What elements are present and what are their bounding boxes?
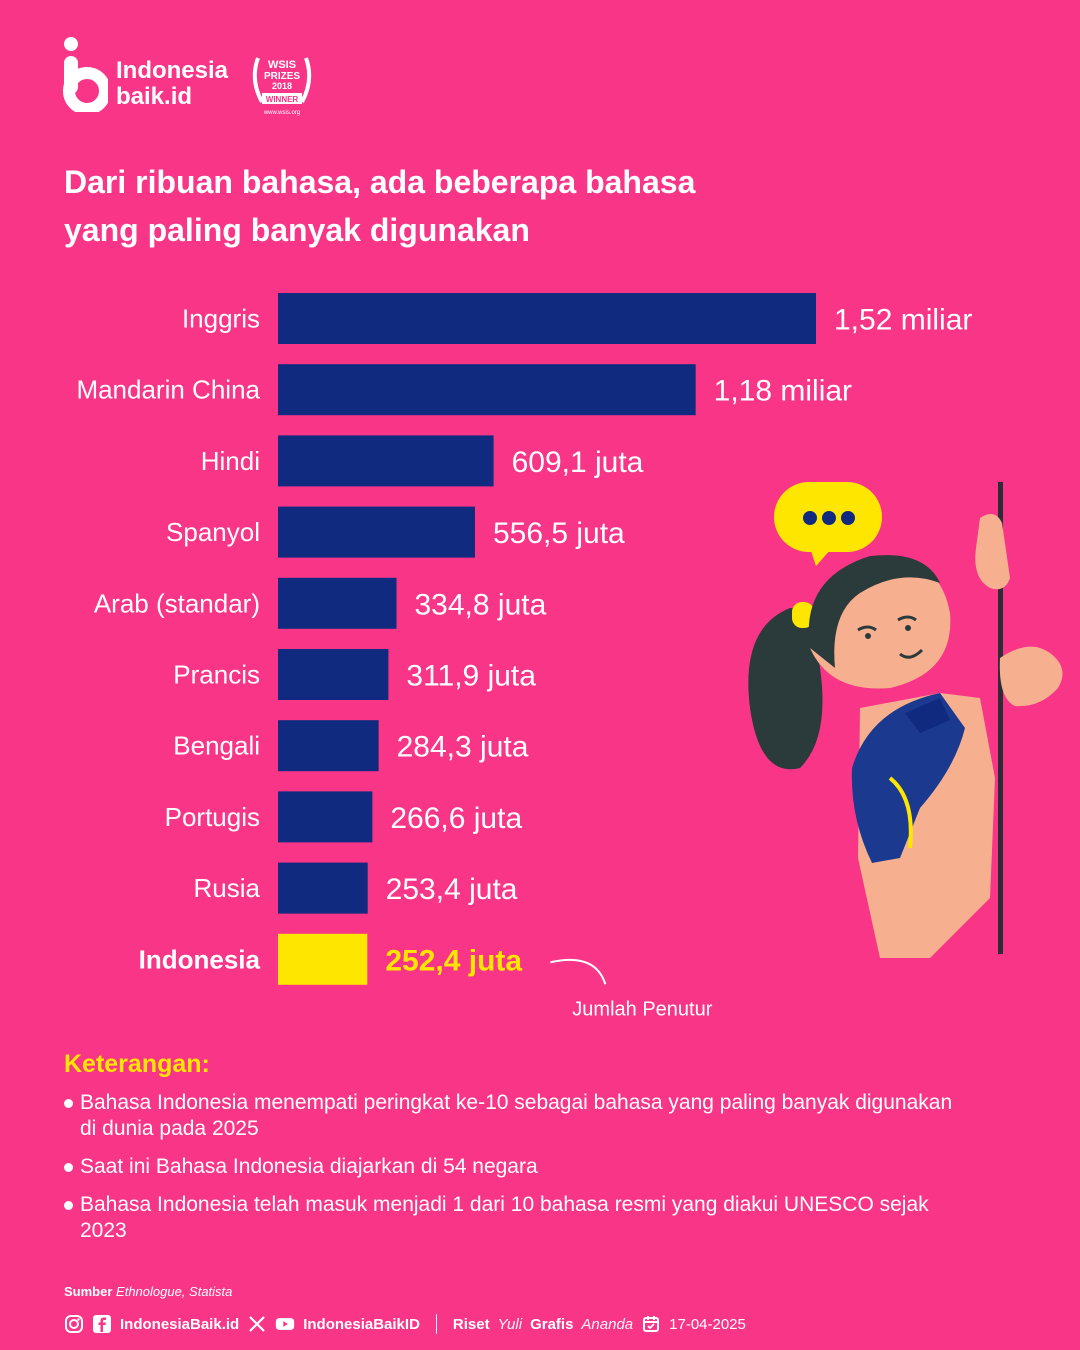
footer-handle-2[interactable]: IndonesiaBaikID [303,1315,420,1333]
pole [998,482,1003,954]
brand-name: Indonesia baik.id [116,58,228,110]
bullet-icon [64,1099,73,1108]
bar-portugis [278,791,373,843]
footer-handle-1[interactable]: IndonesiaBaik.id [120,1315,240,1333]
category-label: Mandarin China [76,375,260,405]
bar-bengali [278,720,379,772]
wsis-award-badge: WSIS PRIZES 2018 WINNER www.wsis.org [252,57,312,116]
youtube-icon[interactable] [275,1314,295,1334]
value-label: 266,6 juta [390,802,522,835]
award-line2: PRIZES [264,71,300,82]
award-line3: 2018 [272,81,292,91]
grafis-name: Ananda [581,1315,634,1333]
bar-hindi [278,435,494,487]
instagram-icon[interactable] [64,1314,84,1334]
bullet-icon [64,1163,73,1172]
bar-chart: Inggris 1,52 miliar Mandarin China 1,18 mil… [76,293,972,1020]
note-item: Bahasa Indonesia telah masuk menjadi 1 d… [64,1192,964,1244]
value-label: 252,4 juta [385,944,522,977]
page-title: Dari ribuan bahasa, ada beberapa bahasa … [64,158,824,254]
bullet-icon [64,1201,73,1210]
title-line2: yang paling banyak digunakan [64,212,530,248]
brand-name-line2: baik.id [116,83,193,110]
x-icon[interactable] [247,1314,267,1334]
annotation-label: Jumlah Penutur [572,998,712,1020]
note-text: Saat ini Bahasa Indonesia diajarkan di 5… [80,1155,538,1178]
notes-list: Bahasa Indonesia menempati peringkat ke-… [64,1090,964,1256]
category-label: Arab (standar) [94,588,260,618]
category-label: Indonesia [139,944,261,974]
category-label: Rusia [194,873,261,903]
value-label: 311,9 juta [406,660,536,693]
facebook-icon[interactable] [92,1314,112,1334]
note-text: Bahasa Indonesia telah masuk menjadi 1 d… [80,1193,929,1242]
indonesiabaik-logo-mark [63,37,108,112]
title-line1: Dari ribuan bahasa, ada beberapa bahasa [64,164,696,200]
note-item: Saat ini Bahasa Indonesia diajarkan di 5… [64,1154,964,1180]
notes-title: Keterangan: [64,1050,210,1078]
speech-bubble-icon [774,482,882,566]
value-label: 609,1 juta [512,446,644,479]
source-label: Sumber [64,1284,113,1299]
category-label: Hindi [201,446,260,476]
bar-spanyol [278,506,475,558]
footer: IndonesiaBaik.id IndonesiaBaikID Riset Y… [64,1312,746,1336]
riset-label: Riset [452,1315,490,1333]
award-line1: WSIS [268,59,296,71]
category-label: Prancis [173,660,260,690]
calendar-icon [641,1314,661,1334]
bar-rusia [278,862,368,914]
category-label: Portugis [165,802,260,832]
bar-arab-standar [278,577,397,629]
bar-inggris [278,293,816,344]
footer-divider [435,1314,437,1334]
value-label: 1,52 miliar [834,304,972,337]
category-label: Inggris [182,304,260,334]
girl-peeking-illustration [748,482,1063,958]
riset-name: Yuli [497,1315,523,1333]
source-value: Ethnologue, Statista [116,1284,233,1299]
note-item: Bahasa Indonesia menempati peringkat ke-… [64,1090,964,1142]
award-line4: WINNER [266,95,299,104]
category-label: Spanyol [166,517,260,547]
footer-date: 17-04-2025 [669,1315,746,1333]
bar-mandarin-china [278,364,696,416]
source-line: Sumber Ethnologue, Statista [64,1284,232,1299]
value-label: 253,4 juta [386,873,518,906]
brand-name-line1: Indonesia [116,57,229,84]
value-label: 284,3 juta [397,731,529,764]
award-line5: www.wsis.org [263,110,300,116]
value-label: 334,8 juta [415,588,547,621]
category-label: Bengali [173,731,260,761]
bar-prancis [278,649,389,700]
note-text: Bahasa Indonesia menempati peringkat ke-… [80,1091,953,1140]
value-label: 1,18 miliar [714,375,852,408]
value-label: 556,5 juta [493,517,625,550]
bar-indonesia [278,933,368,985]
grafis-label: Grafis [530,1315,574,1333]
annotation-connector [550,958,607,985]
